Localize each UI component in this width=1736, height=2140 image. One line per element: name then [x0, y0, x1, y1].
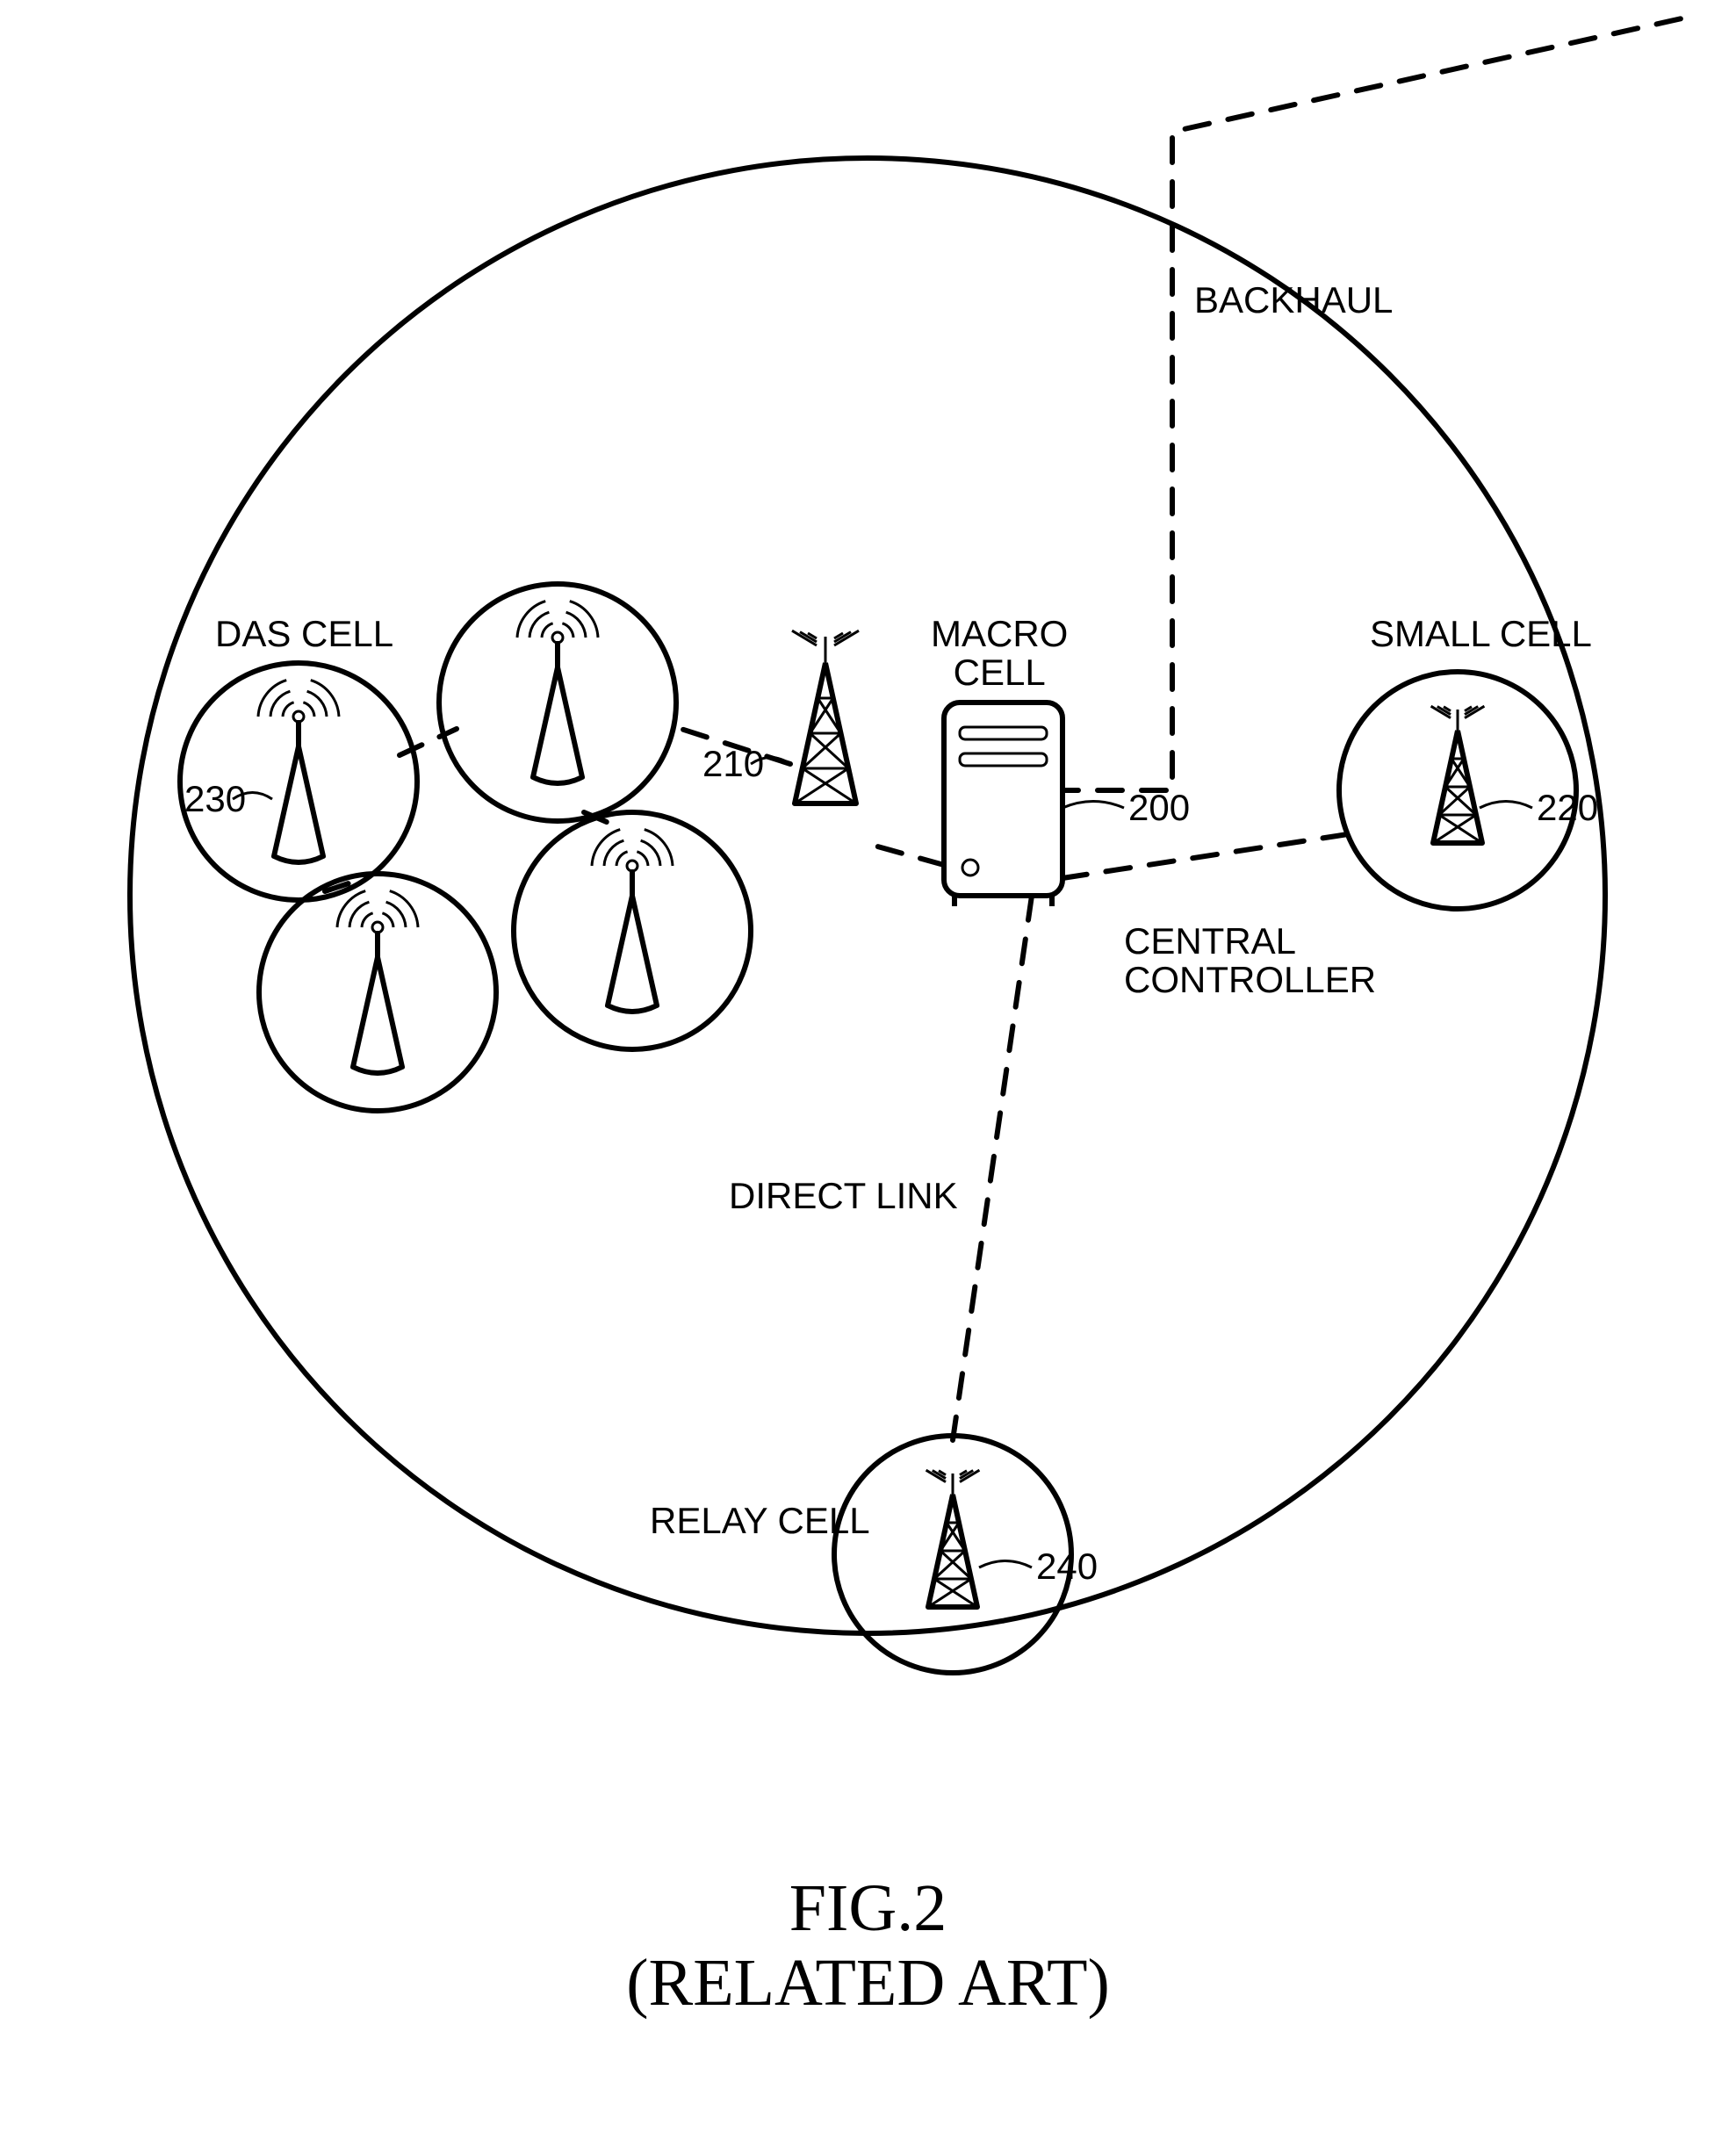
backhaul-link: [1054, 18, 1686, 790]
das-antenna-icon-4: [592, 830, 673, 1012]
label-das-cell: DAS CELL: [215, 615, 393, 653]
link-controller-relay: [953, 896, 1032, 1440]
macro-cell-boundary: [130, 158, 1605, 1633]
label-macro-cell: MACRO CELL: [931, 615, 1068, 692]
figure-canvas: BACKHAUL MACRO CELL SMALL CELL DAS CELL …: [0, 0, 1736, 2140]
leader-200: [1062, 802, 1124, 809]
ref-220: 220: [1537, 789, 1598, 827]
ref-200: 200: [1128, 789, 1190, 827]
das-antenna-icon-3: [337, 891, 418, 1073]
diagram-svg: [0, 0, 1736, 2140]
small-cell-tower-icon: [1431, 706, 1485, 843]
das-antenna-icon-2: [517, 602, 598, 783]
macro-cell-tower-icon: [792, 630, 859, 803]
figure-caption-line1: FIG.2: [0, 1870, 1736, 1947]
label-direct-link: DIRECT LINK: [729, 1177, 958, 1215]
label-relay-cell: RELAY CELL: [650, 1502, 870, 1540]
leader-220: [1480, 802, 1532, 809]
central-controller-icon: [944, 703, 1062, 906]
label-central-controller: CENTRAL CONTROLLER: [1124, 922, 1376, 999]
das-antenna-icon-1: [258, 681, 339, 862]
leader-240: [979, 1561, 1032, 1568]
link-controller-smallcell: [1062, 834, 1348, 878]
ref-240: 240: [1036, 1547, 1098, 1586]
ref-230: 230: [184, 780, 246, 818]
figure-caption-line2: (RELATED ART): [0, 1945, 1736, 2021]
ref-210: 210: [702, 745, 764, 783]
relay-cell-tower-icon: [926, 1470, 980, 1607]
label-backhaul: BACKHAUL: [1194, 281, 1393, 320]
link-controller-macro: [865, 843, 944, 865]
label-small-cell: SMALL CELL: [1370, 615, 1592, 653]
